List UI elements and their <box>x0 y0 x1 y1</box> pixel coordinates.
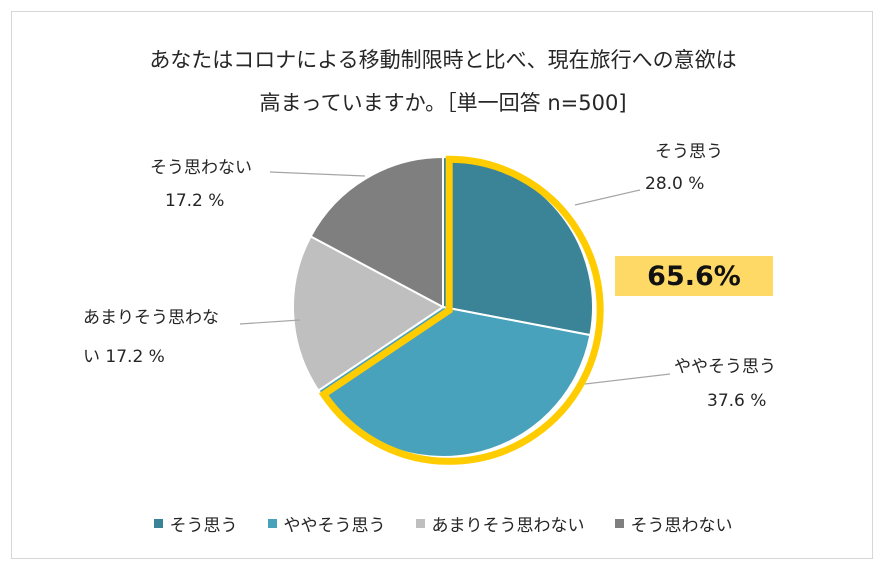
pie-slice-sou-omou <box>442 155 594 337</box>
slice-label-sou-omou-name: そう思う <box>655 142 723 162</box>
legend-label: そう思わない <box>630 516 733 536</box>
chart-legend: そう思う ややそう思う あまりそう思わない そう思わない <box>0 511 886 536</box>
leader-line-amari-sou-omowanai <box>239 319 301 325</box>
legend-label: あまりそう思わない <box>431 516 585 536</box>
pie-slice-amari-sou-omowanai <box>292 235 445 392</box>
legend-swatch <box>614 519 624 528</box>
slice-label-yaya-name: ややそう思う <box>674 357 776 377</box>
legend-item-yaya-sou-omou: ややそう思う <box>267 511 386 536</box>
leader-line-sou-omowanai <box>269 171 366 177</box>
leader-line-sou-omou <box>574 189 641 206</box>
legend-label: そう思う <box>169 516 238 536</box>
legend-swatch <box>267 519 277 528</box>
slice-label-yaya-value: 37.6 % <box>707 391 767 411</box>
leader-line-yaya-sou-omou <box>584 373 671 385</box>
legend-item-sou-omou: そう思う <box>153 511 238 536</box>
chart-title-line-2: 高まっていますか。［単一回答 n=500] <box>259 91 627 115</box>
legend-swatch <box>153 519 163 528</box>
pie-slice-sou-omowanai <box>309 155 444 309</box>
slice-label-sou-omowanai-name: そう思わない <box>150 158 252 178</box>
legend-item-amari-sou-omowanai: あまりそう思わない <box>415 511 585 536</box>
chart-title-line-1: あなたはコロナによる移動制限時と比べ、現在旅行への意欲は <box>149 48 737 72</box>
slice-label-amari-value: い 17.2 % <box>83 347 165 367</box>
slice-label-sou-omowanai-value: 17.2 % <box>165 191 225 211</box>
highlight-outline <box>318 155 604 465</box>
legend-label: ややそう思う <box>283 516 386 536</box>
combined-percentage-highlight: 65.6% <box>615 256 773 296</box>
slice-label-sou-omou-value: 28.0 % <box>645 174 705 194</box>
legend-swatch <box>415 519 425 528</box>
slice-label-amari-name: あまりそう思わな <box>83 308 219 328</box>
legend-item-sou-omowanai: そう思わない <box>614 511 733 536</box>
